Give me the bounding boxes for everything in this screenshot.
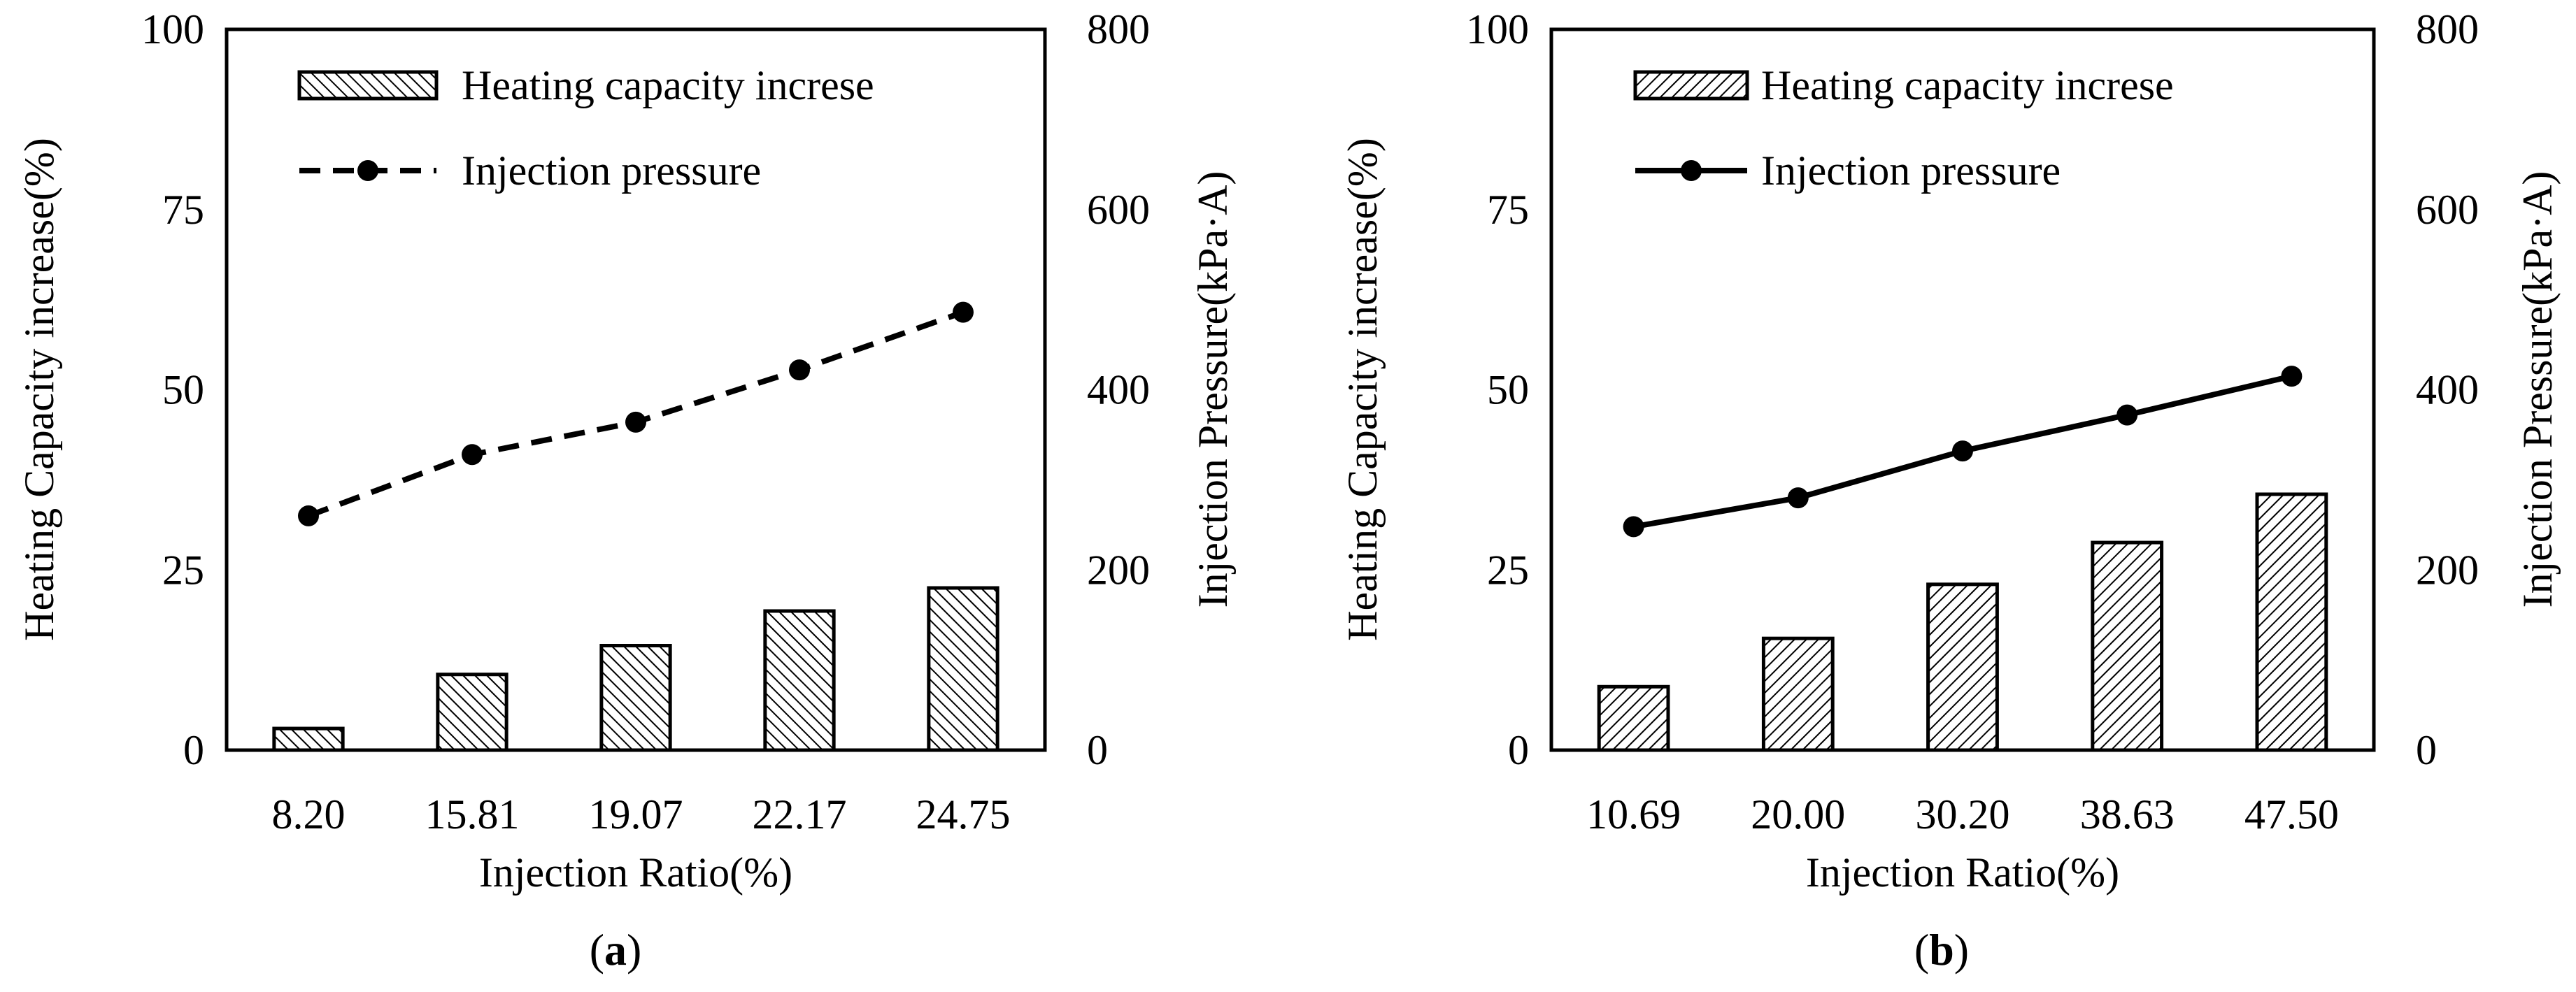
y2-tick-label: 200: [2416, 547, 2479, 593]
y2-tick-label: 200: [1087, 547, 1150, 593]
bar: [2255, 492, 2328, 752]
y2-tick-label: 400: [1087, 367, 1150, 413]
y-tick-label: 25: [162, 547, 204, 593]
x-tick-label: 20.00: [1751, 791, 1845, 838]
y-tick-label: 50: [1487, 367, 1529, 413]
x-tick-label: 47.50: [2244, 791, 2339, 838]
bars-a: [272, 586, 999, 752]
y-tick-label: 0: [1508, 727, 1529, 773]
y2-tick-label: 600: [2416, 187, 2479, 233]
x-tick-label: 15.81: [425, 791, 520, 838]
data-point: [2116, 404, 2138, 426]
y-tick-labels-b: 0 25 50 75 100: [1466, 6, 1529, 773]
y2-tick-label: 0: [2416, 727, 2437, 773]
legend-b: Heating capacity increse Injection pressu…: [1633, 62, 2174, 194]
legend-bar-swatch: [297, 70, 439, 101]
x-tick-label: 30.20: [1916, 791, 2010, 838]
x-axis-title-a: Injection Ratio(%): [479, 849, 792, 896]
y2-tick-label: 0: [1087, 727, 1108, 773]
x-tick-labels-b: 10.69 20.00 30.20 38.63 47.50: [1586, 791, 2339, 838]
data-point: [1952, 440, 1973, 462]
legend-line-marker: [1681, 160, 1702, 181]
x-tick-label: 22.17: [753, 791, 847, 838]
y2-tick-label: 800: [2416, 6, 2479, 52]
bar: [927, 586, 999, 752]
data-point: [1787, 487, 1809, 509]
data-point: [1623, 516, 1644, 538]
y2-tick-label: 600: [1087, 187, 1150, 233]
x-tick-label: 10.69: [1586, 791, 1681, 838]
bar: [2091, 540, 2164, 752]
bar: [763, 609, 836, 752]
bar: [436, 673, 508, 752]
data-point: [953, 301, 974, 323]
line-series-b: [1623, 366, 2303, 538]
y-axis-title-b: Heating Capacity increase(%): [1339, 138, 1386, 641]
plot-area-a: [225, 27, 1047, 752]
y-tick-label: 0: [183, 727, 204, 773]
data-point: [625, 411, 646, 433]
y-tick-label: 75: [1487, 187, 1529, 233]
y-tick-label: 25: [1487, 547, 1529, 593]
bar: [1597, 684, 1670, 752]
y2-axis-title-a: Injection Pressure(kPa·A): [1190, 171, 1236, 608]
x-tick-labels-a: 8.20 15.81 19.07 22.17 24.75: [272, 791, 1011, 838]
legend-bar-swatch: [1633, 70, 1749, 101]
x-axis-title-b: Injection Ratio(%): [1806, 849, 2119, 896]
x-tick-label: 8.20: [272, 791, 346, 838]
y-axis-title-a: Heating Capacity increase(%): [16, 138, 62, 641]
y-tick-labels-a: 0 25 50 75 100: [141, 6, 204, 773]
y-tick-label: 100: [141, 6, 204, 52]
chart-panel-a: 0 25 50 75 100 0 200 400 600 800 8.20 15.81 19.07 2…: [16, 6, 1236, 975]
data-point: [2281, 366, 2303, 387]
x-tick-label: 24.75: [916, 791, 1011, 838]
bar: [272, 726, 345, 752]
bar: [599, 644, 672, 752]
data-point: [462, 444, 483, 466]
bar: [1926, 582, 1999, 752]
y2-tick-label: 800: [1087, 6, 1150, 52]
legend-label-bar: Heating capacity increse: [1761, 62, 2174, 108]
panel-letter-b: b: [1929, 925, 1954, 975]
data-point: [298, 505, 319, 526]
y2-tick-labels-b: 0 200 400 600 800: [2416, 6, 2479, 773]
x-tick-label: 19.07: [589, 791, 683, 838]
legend-label-line: Injection pressure: [1761, 148, 2061, 194]
bar: [1761, 636, 1835, 752]
bars-b: [1597, 492, 2328, 752]
y-tick-label: 100: [1466, 6, 1529, 52]
y2-tick-label: 400: [2416, 367, 2479, 413]
y2-tick-labels-a: 0 200 400 600 800: [1087, 6, 1150, 773]
legend-a: Heating capacity increse Injection pressu…: [297, 62, 874, 194]
y-tick-label: 50: [162, 367, 204, 413]
data-point: [789, 359, 810, 381]
x-tick-label: 38.63: [2080, 791, 2175, 838]
line-series-a: [298, 301, 974, 526]
panel-letter-a: a: [604, 925, 627, 975]
legend-label-line: Injection pressure: [462, 148, 761, 194]
panel-label-a: (a): [590, 925, 642, 975]
legend-label-bar: Heating capacity increse: [462, 62, 874, 108]
legend-line-marker: [357, 160, 378, 181]
chart-panel-b: 0 25 50 75 100 0 200 400 600 800 10.69 20.00 30.20…: [1339, 6, 2561, 975]
y-tick-label: 75: [162, 187, 204, 233]
panel-label-b: (b): [1914, 925, 1969, 975]
y2-axis-title-b: Injection Pressure(kPa·A): [2514, 171, 2561, 608]
